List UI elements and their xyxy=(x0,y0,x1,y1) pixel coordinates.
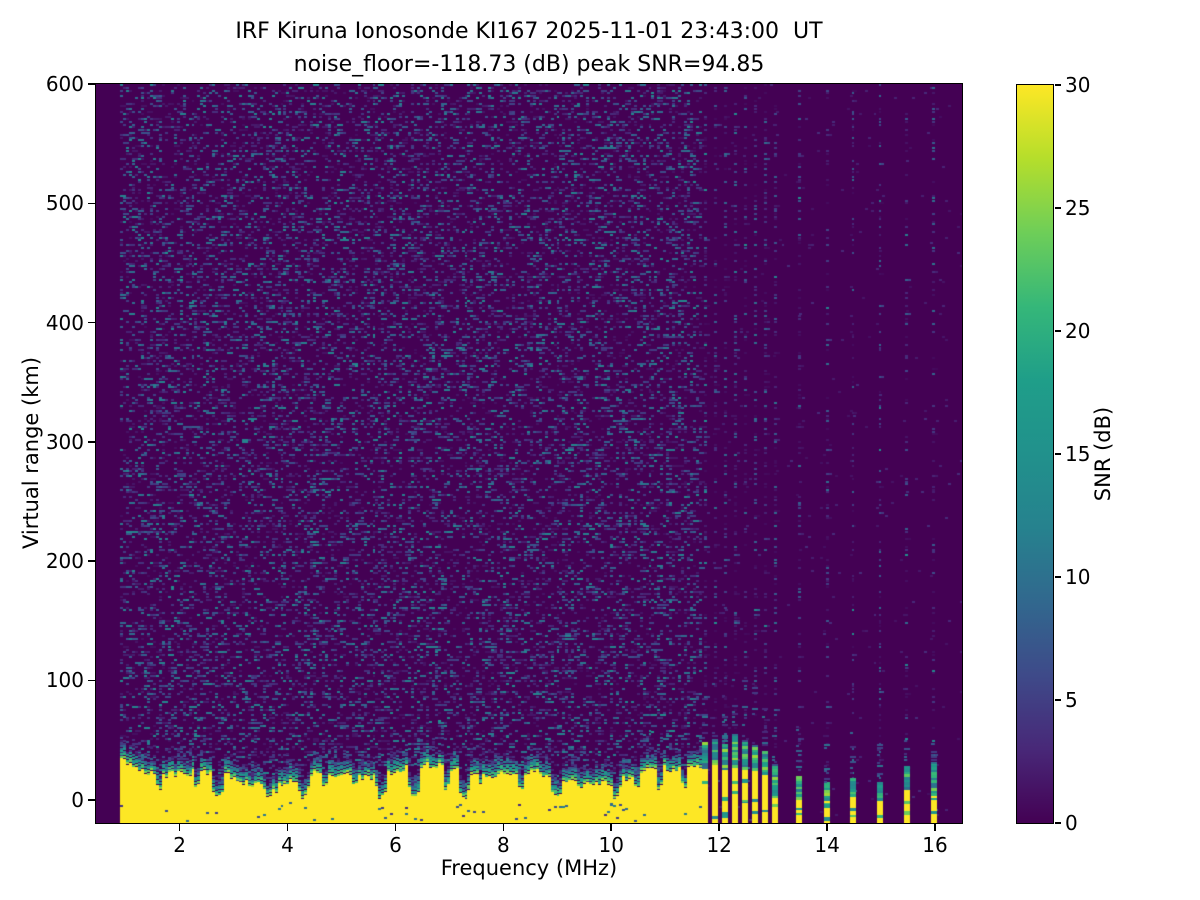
x-tick-label: 2 xyxy=(173,833,186,857)
colorbar-tick-label: 25 xyxy=(1065,196,1091,220)
colorbar-tick-label: 5 xyxy=(1065,688,1078,712)
x-tick-mark xyxy=(286,824,289,831)
colorbar-tick-mark xyxy=(1054,576,1061,578)
chart-title: IRF Kiruna Ionosonde KI167 2025-11-01 23… xyxy=(235,19,823,44)
heatmap-plot-area xyxy=(95,83,963,824)
colorbar-tick-label: 0 xyxy=(1065,811,1078,835)
x-tick-mark xyxy=(610,824,613,831)
y-tick-mark xyxy=(88,560,95,562)
y-tick-label: 200 xyxy=(45,549,84,574)
colorbar-tick-mark xyxy=(1054,453,1061,455)
colorbar-tick-mark xyxy=(1054,207,1061,209)
x-tick-label: 12 xyxy=(706,833,732,857)
y-tick-mark xyxy=(88,798,95,801)
x-tick-mark xyxy=(502,824,505,831)
colorbar-tick-label: 15 xyxy=(1065,442,1091,466)
colorbar-tick-mark xyxy=(1054,822,1061,824)
x-tick-label: 8 xyxy=(496,833,510,857)
y-tick-mark xyxy=(88,321,95,324)
x-tick-label: 14 xyxy=(814,833,840,857)
x-tick-label: 16 xyxy=(922,833,948,857)
x-tick-mark xyxy=(178,824,181,831)
x-tick-label: 6 xyxy=(389,833,402,857)
x-tick-mark xyxy=(718,824,720,831)
y-tick-label: 0 xyxy=(71,787,84,812)
x-tick-mark xyxy=(934,824,936,831)
y-tick-label: 100 xyxy=(45,668,84,693)
colorbar-tick-mark xyxy=(1054,330,1061,332)
x-axis-label: Frequency (MHz) xyxy=(440,856,618,880)
x-tick-label: 4 xyxy=(281,833,294,857)
colorbar xyxy=(1016,84,1054,824)
y-tick-mark xyxy=(88,83,95,85)
ionogram-heatmap-canvas xyxy=(96,84,962,823)
x-tick-label: 10 xyxy=(598,833,624,857)
chart-subtitle: noise_floor=-118.73 (dB) peak SNR=94.85 xyxy=(293,52,765,77)
colorbar-label: SNR (dB) xyxy=(1091,406,1115,502)
y-tick-label: 400 xyxy=(45,310,84,335)
y-tick-mark xyxy=(88,441,95,443)
y-tick-label: 600 xyxy=(45,72,84,96)
colorbar-tick-mark xyxy=(1054,699,1061,701)
x-tick-mark xyxy=(826,824,828,831)
colorbar-tick-mark xyxy=(1054,84,1061,86)
y-tick-mark xyxy=(88,679,95,682)
x-tick-mark xyxy=(394,824,397,831)
colorbar-tick-label: 20 xyxy=(1065,319,1091,343)
colorbar-tick-label: 30 xyxy=(1065,73,1091,97)
y-tick-mark xyxy=(88,202,95,205)
y-axis-label: Virtual range (km) xyxy=(19,356,43,550)
y-tick-label: 500 xyxy=(45,191,84,216)
colorbar-tick-label: 10 xyxy=(1065,565,1091,589)
y-tick-label: 300 xyxy=(45,429,84,454)
